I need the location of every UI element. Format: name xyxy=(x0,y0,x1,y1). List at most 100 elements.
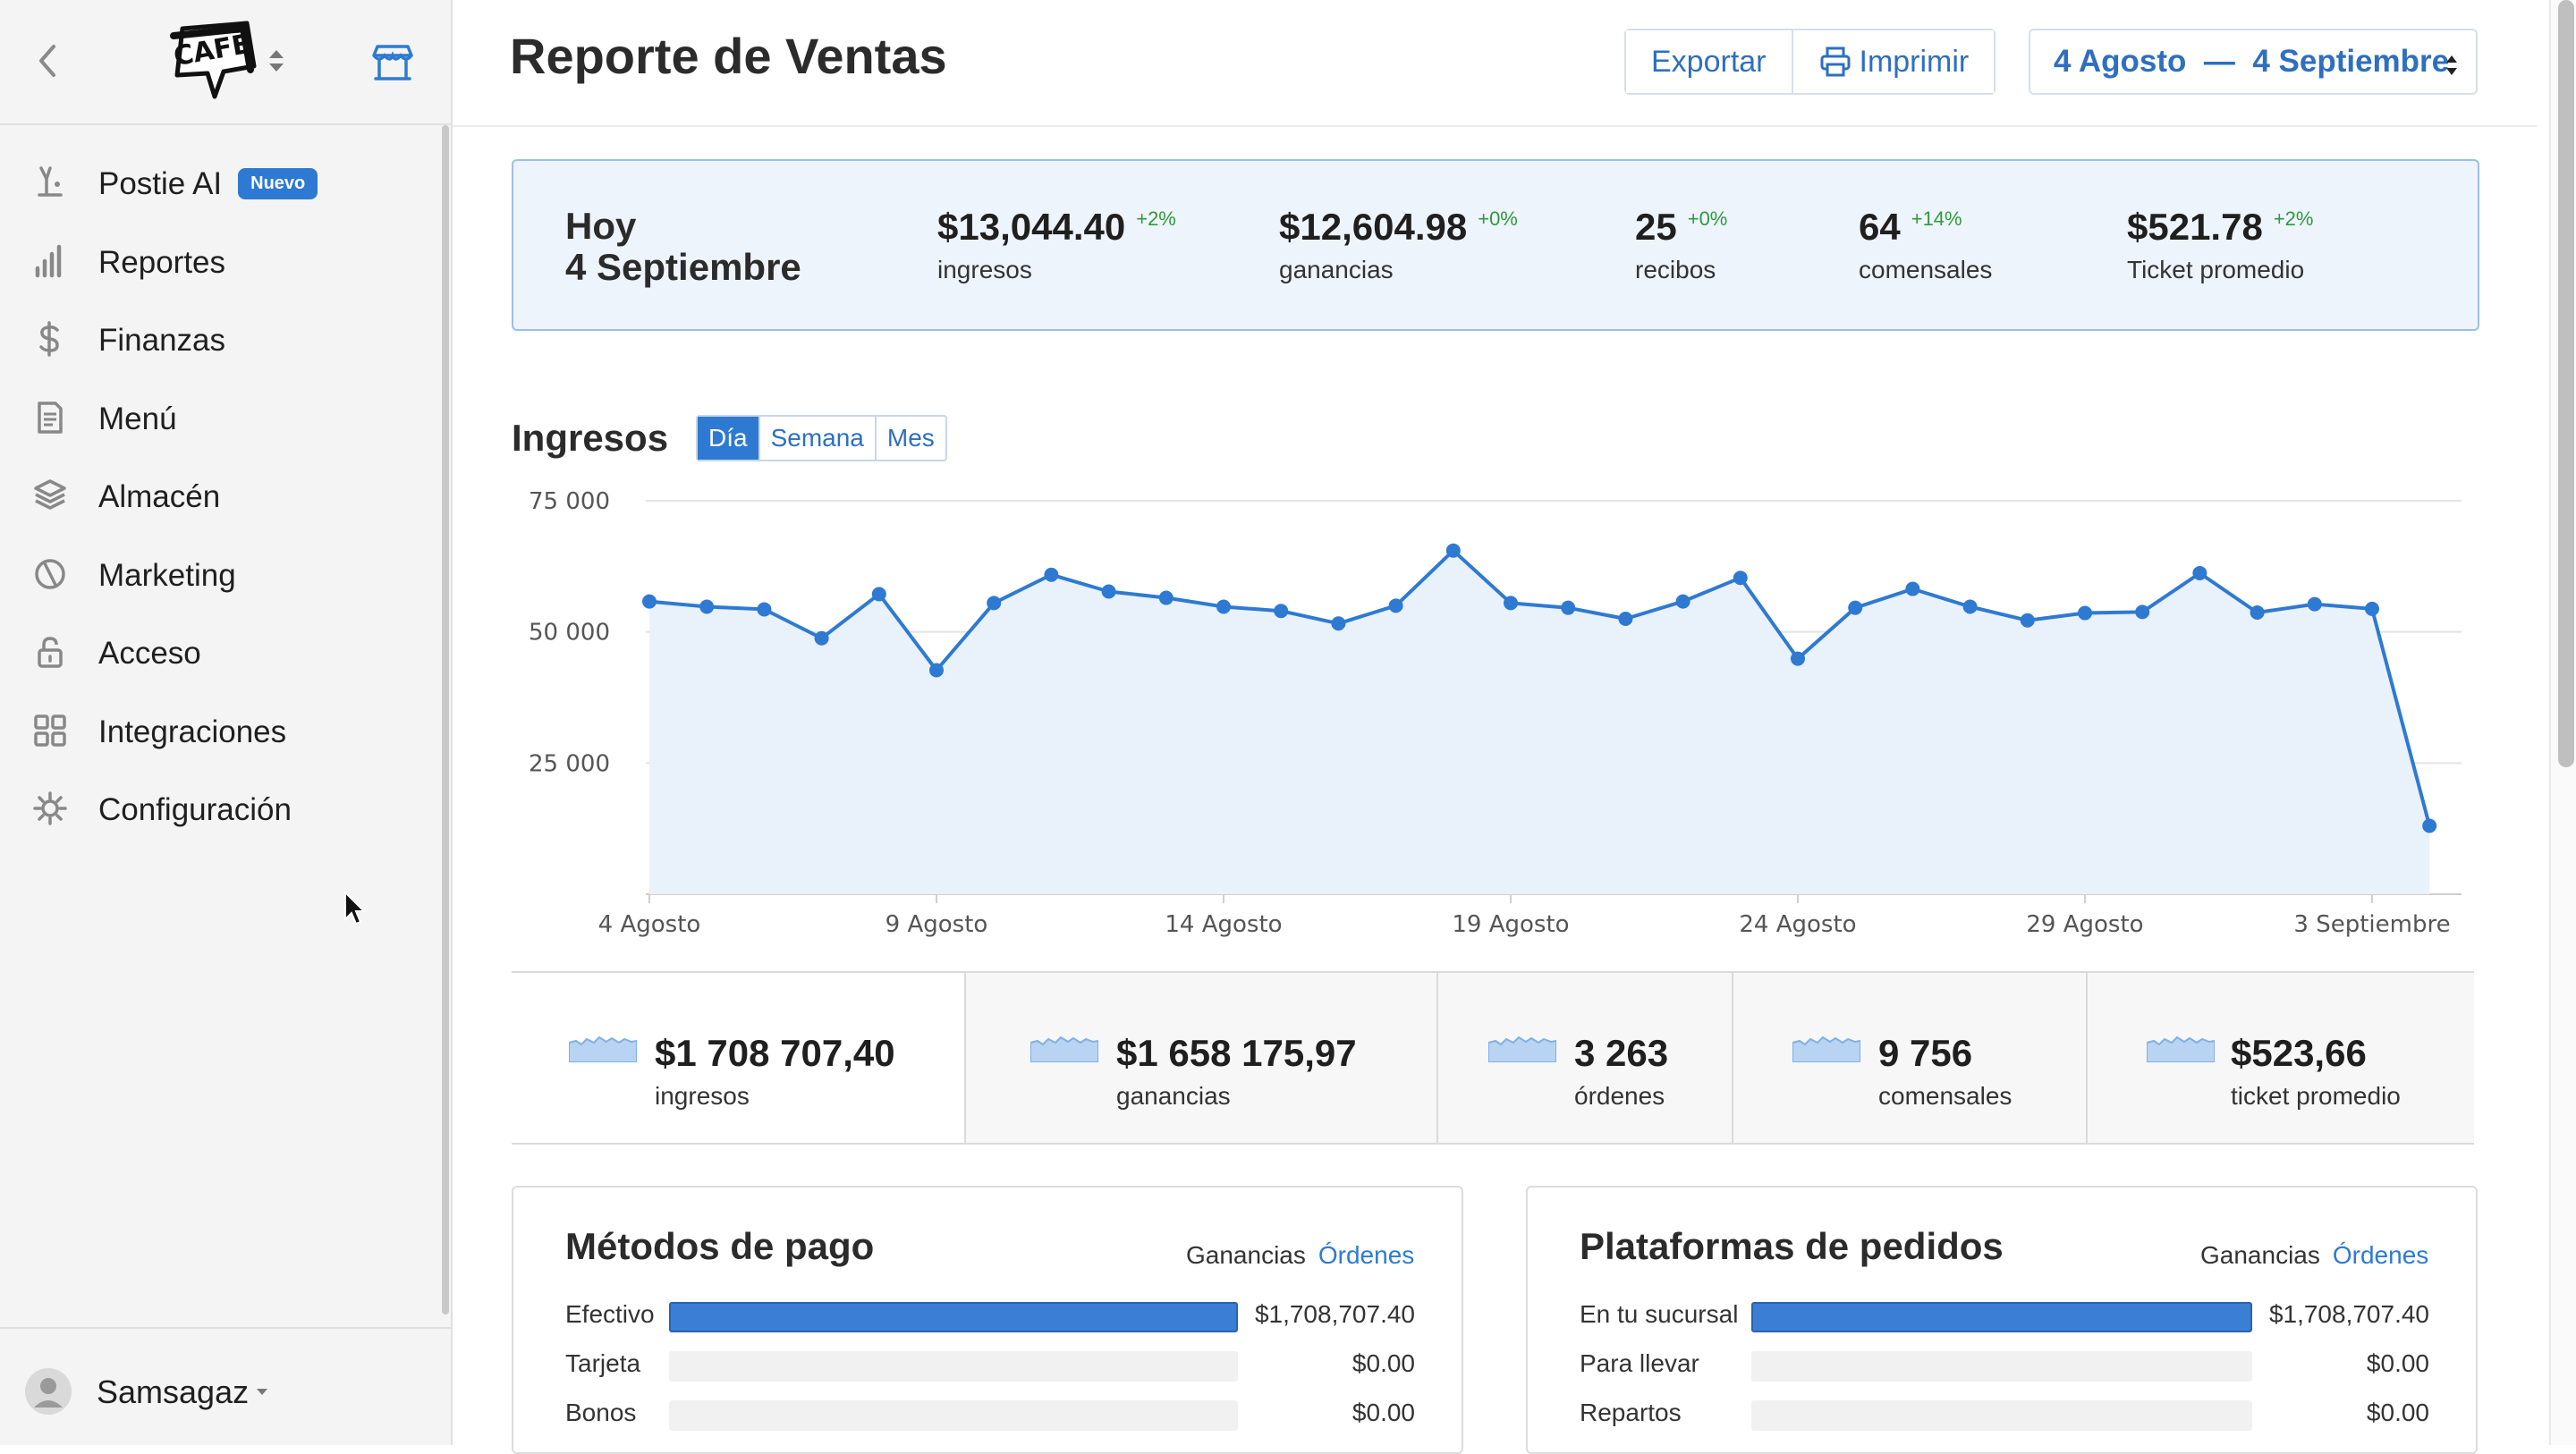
sidebar-item-finanzas[interactable]: Finanzas xyxy=(0,301,447,380)
toggle-ordenes[interactable]: Órdenes xyxy=(1318,1241,1415,1269)
kpi-delta: +2% xyxy=(2273,207,2314,230)
data-point[interactable] xyxy=(1158,590,1174,605)
data-point[interactable] xyxy=(871,587,886,602)
data-points xyxy=(642,543,2437,833)
data-point[interactable] xyxy=(699,599,715,614)
today-title: Hoy 4 Septiembre xyxy=(565,206,801,288)
kpi-recibos: 25 +0% recibos xyxy=(1635,206,1727,284)
sidebar-item-label: Marketing xyxy=(98,557,236,593)
username: Samsagaz xyxy=(97,1374,250,1410)
sidebar-item-reportes[interactable]: Reportes xyxy=(0,224,447,302)
data-point[interactable] xyxy=(1216,599,1231,614)
ingresos-title: Ingresos xyxy=(512,417,669,459)
export-button[interactable]: Exportar xyxy=(1626,30,1793,93)
print-button[interactable]: Imprimir xyxy=(1792,30,1995,93)
date-range-picker[interactable]: 4 Agosto — 4 Septiembre xyxy=(2029,29,2478,95)
row-value: $0.00 xyxy=(2366,1349,2429,1377)
summary-value: $1 658 175,97 xyxy=(1116,1032,1357,1074)
y-axis: 25 000 50 000 75 000 xyxy=(529,488,610,777)
sidebar-item-menu[interactable]: Menú xyxy=(0,380,447,459)
data-point[interactable] xyxy=(1848,600,1863,615)
data-point[interactable] xyxy=(987,596,1002,611)
lock-icon xyxy=(38,637,63,668)
sidebar-item-integraciones[interactable]: Integraciones xyxy=(0,693,447,772)
data-point[interactable] xyxy=(2365,601,2379,616)
new-badge: Nuevo xyxy=(238,168,318,199)
page-scrollbar[interactable] xyxy=(2549,0,2576,1445)
row-value: $0.00 xyxy=(1352,1349,1415,1377)
data-point[interactable] xyxy=(1388,598,1403,613)
data-point[interactable] xyxy=(1331,616,1346,631)
data-point[interactable] xyxy=(2250,604,2265,620)
sort-arrows-icon[interactable] xyxy=(265,45,288,77)
tab-semana[interactable]: Semana xyxy=(758,417,875,460)
summary-ingresos[interactable]: $1 708 707,40 ingresos xyxy=(512,973,964,1143)
summary-comensales[interactable]: 9 756 comensales xyxy=(1732,973,2086,1143)
sidebar-scrollbar[interactable] xyxy=(442,125,449,1315)
tab-dia[interactable]: Día xyxy=(698,417,758,460)
data-point[interactable] xyxy=(1274,604,1289,619)
kpi-value: 25 xyxy=(1635,206,1677,248)
data-point[interactable] xyxy=(2307,596,2322,612)
sparkline-icon xyxy=(1488,1036,1556,1062)
toggle-ganancias[interactable]: Ganancias xyxy=(1186,1241,1306,1269)
data-point[interactable] xyxy=(2078,605,2092,621)
data-point[interactable] xyxy=(1905,581,1920,596)
today-label: Hoy xyxy=(565,205,637,247)
summary-ticket-promedio[interactable]: $523,66 ticket promedio xyxy=(2086,973,2474,1143)
row-value: $1,708,707.40 xyxy=(2268,1300,2429,1328)
data-point[interactable] xyxy=(814,630,829,646)
sidebar-item-configuracion[interactable]: Configuración xyxy=(0,771,447,850)
data-point[interactable] xyxy=(757,602,772,617)
row-label: Efectivo xyxy=(565,1300,655,1328)
y-tick-label: 75 000 xyxy=(529,488,610,515)
sidebar-item-acceso[interactable]: Acceso xyxy=(0,614,447,693)
toggle-ganancias[interactable]: Ganancias xyxy=(2200,1241,2320,1269)
sidebar-item-postie-ai[interactable]: Postie AI Nuevo xyxy=(0,145,447,224)
payment-row: Efectivo $1,708,707.40 xyxy=(565,1298,1415,1334)
back-button[interactable] xyxy=(27,36,66,86)
data-point[interactable] xyxy=(1733,571,1748,586)
sidebar-item-marketing[interactable]: Marketing xyxy=(0,537,447,615)
data-point[interactable] xyxy=(1101,584,1116,599)
x-tick-label: 14 Agosto xyxy=(1165,911,1282,938)
data-point[interactable] xyxy=(1561,600,1576,615)
kpi-delta: +0% xyxy=(1687,207,1728,230)
order-platforms-panel: Plataformas de pedidos Ganancias Órdenes … xyxy=(1526,1186,2478,1454)
row-bar-track xyxy=(669,1302,1238,1332)
store-icon[interactable] xyxy=(370,39,415,84)
row-bar-track xyxy=(669,1351,1238,1382)
data-point[interactable] xyxy=(2192,565,2207,580)
data-point[interactable] xyxy=(1791,651,1805,666)
toggle-ordenes[interactable]: Órdenes xyxy=(2332,1241,2429,1269)
summary-ganancias[interactable]: $1 658 175,97 ganancias xyxy=(964,973,1436,1143)
tab-mes[interactable]: Mes xyxy=(874,417,945,460)
marketing-icon xyxy=(35,558,65,589)
data-point[interactable] xyxy=(1504,596,1518,611)
summary-ordenes[interactable]: 3 263 órdenes xyxy=(1436,973,1732,1143)
chevron-left-icon xyxy=(39,45,55,77)
document-icon xyxy=(38,401,63,434)
sparkline-icon xyxy=(1792,1036,1860,1062)
data-point[interactable] xyxy=(2020,613,2035,628)
summary-label: ticket promedio xyxy=(2231,1082,2401,1110)
data-point[interactable] xyxy=(929,663,944,678)
data-point[interactable] xyxy=(1044,567,1059,582)
postie-ai-icon xyxy=(38,166,63,197)
data-point[interactable] xyxy=(1618,612,1633,626)
scrollbar-thumb[interactable] xyxy=(2558,0,2574,767)
period-tabs: Día Semana Mes xyxy=(696,415,947,461)
data-point[interactable] xyxy=(1962,599,1978,614)
data-point[interactable] xyxy=(1445,543,1461,558)
today-summary-card: Hoy 4 Septiembre $13,044.40 +2% ingresos … xyxy=(512,159,2479,331)
y-tick-label: 25 000 xyxy=(529,750,610,777)
data-point[interactable] xyxy=(642,594,657,609)
sidebar-nav: Postie AI Nuevo Reportes Finanzas Menú Al… xyxy=(0,145,447,850)
data-point[interactable] xyxy=(1675,594,1690,609)
sidebar-item-almacen[interactable]: Almacén xyxy=(0,458,447,537)
cafe-logo[interactable]: CAFÉ xyxy=(166,20,259,102)
data-point[interactable] xyxy=(2422,818,2437,833)
panel-title: Plataformas de pedidos xyxy=(1580,1225,2004,1267)
data-point[interactable] xyxy=(2135,604,2150,620)
user-menu[interactable]: Samsagaz xyxy=(0,1327,451,1445)
